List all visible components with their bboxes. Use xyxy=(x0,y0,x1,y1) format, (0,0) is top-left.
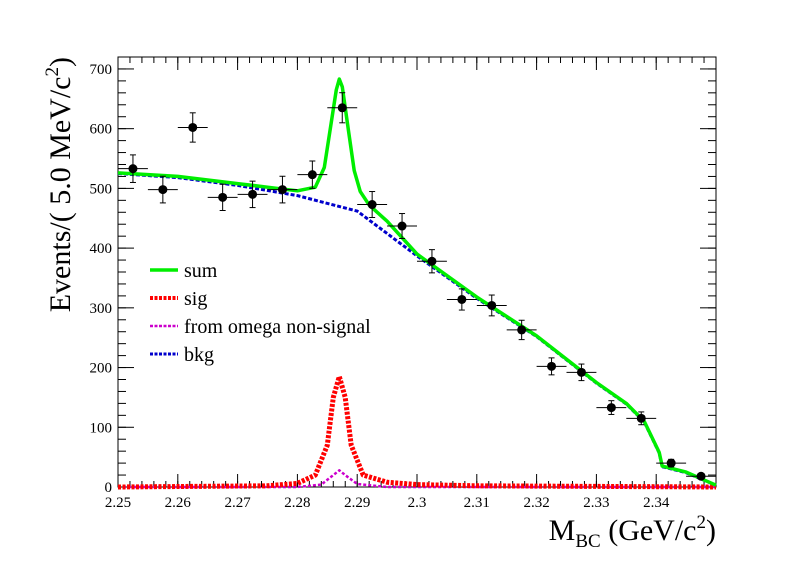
y-tick-label: 700 xyxy=(90,62,113,78)
legend-label: sig xyxy=(184,288,207,310)
data-marker xyxy=(457,294,467,304)
x-axis-label-sub: BC xyxy=(575,531,600,552)
data-marker xyxy=(218,192,228,202)
x-tick-label: 2.33 xyxy=(583,495,609,511)
legend-label: sum xyxy=(184,260,218,282)
x-axis-label-main: M xyxy=(549,514,576,547)
data-marker xyxy=(188,122,198,132)
data-point xyxy=(626,411,657,426)
data-marker xyxy=(307,170,317,180)
x-tick-label: 2.26 xyxy=(165,495,192,511)
data-point xyxy=(327,92,358,124)
data-point xyxy=(297,160,328,189)
x-tick-label: 2.3 xyxy=(408,495,427,511)
y-tick-label: 400 xyxy=(90,241,113,257)
y-axis-ticks: 0 100 200 300 400 500 600 700 xyxy=(90,56,716,496)
x-tick-label: 2.32 xyxy=(523,495,549,511)
curve-sig xyxy=(117,374,717,490)
data-point xyxy=(177,112,208,143)
data-point xyxy=(267,175,298,204)
y-tick-label: 300 xyxy=(90,301,113,317)
y-tick-label: 500 xyxy=(90,181,113,197)
y-tick-label: 100 xyxy=(90,420,113,436)
data-marker xyxy=(606,403,616,413)
y-tick-label: 600 xyxy=(90,122,113,138)
data-marker xyxy=(158,185,168,195)
data-point xyxy=(476,294,507,317)
data-point xyxy=(387,213,417,239)
data-point xyxy=(506,319,537,341)
data-marker xyxy=(517,325,527,335)
data-marker xyxy=(487,300,497,310)
data-marker xyxy=(128,164,138,174)
legend-label: bkg xyxy=(184,344,214,366)
data-marker xyxy=(636,413,646,423)
data-point xyxy=(237,180,268,209)
data-point xyxy=(656,458,687,468)
data-point xyxy=(566,363,597,382)
y-axis-label-sup: 2 xyxy=(42,67,63,77)
data-point xyxy=(596,400,627,415)
data-point xyxy=(147,175,178,204)
y-axis-label-main: Events/( 5.0 MeV/c xyxy=(44,77,77,313)
data-marker xyxy=(576,367,586,377)
y-axis-label: Events/( 5.0 MeV/c2) xyxy=(42,57,77,312)
x-tick-label: 2.28 xyxy=(284,495,310,511)
data-point xyxy=(686,471,716,481)
y-axis-label-close: ) xyxy=(44,57,77,67)
legend-label: from omega non-signal xyxy=(184,316,371,338)
x-axis-ticks: 2.25 2.26 2.27 2.28 2.29 2.3 2.31 2.32 2.33 2.34 xyxy=(105,57,717,511)
x-axis-label-unit: (GeV/c xyxy=(601,514,697,547)
data-marker xyxy=(427,256,437,266)
y-tick-label: 200 xyxy=(90,361,113,377)
x-tick-label: 2.34 xyxy=(643,495,670,511)
data-marker xyxy=(277,185,287,195)
x-axis-label-unit-close: ) xyxy=(706,514,716,547)
x-tick-label: 2.27 xyxy=(224,495,251,511)
data-point xyxy=(417,249,447,274)
data-marker xyxy=(666,458,676,468)
x-axis-label: MBC (GeV/c2) xyxy=(549,512,716,552)
x-tick-label: 2.31 xyxy=(464,495,490,511)
fit-curves xyxy=(117,77,717,490)
x-axis-label-unit-sup: 2 xyxy=(697,512,707,533)
data-point xyxy=(536,357,567,376)
curve-from-omega-non-signal xyxy=(118,469,716,489)
data-point xyxy=(207,183,238,211)
x-tick-label: 2.29 xyxy=(344,495,370,511)
data-marker xyxy=(367,200,377,210)
curve-sum xyxy=(117,77,717,487)
data-marker xyxy=(547,361,557,371)
data-marker xyxy=(337,103,347,113)
data-marker xyxy=(696,471,706,481)
data-marker xyxy=(248,189,258,199)
x-tick-label: 2.25 xyxy=(105,495,131,511)
data-point xyxy=(118,154,148,183)
data-marker xyxy=(397,221,407,231)
y-tick-label: 0 xyxy=(105,480,113,496)
data-points xyxy=(118,92,716,481)
data-point xyxy=(357,191,388,219)
data-point xyxy=(446,288,477,311)
legend: sum sig from omega non-signal bkg xyxy=(150,260,371,366)
